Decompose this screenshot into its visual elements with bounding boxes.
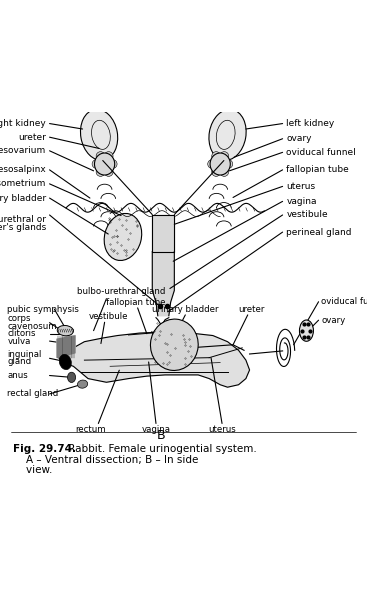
Text: view.: view.	[13, 465, 52, 475]
Text: inguinal: inguinal	[7, 350, 42, 359]
Circle shape	[212, 152, 221, 160]
Circle shape	[96, 168, 105, 176]
Text: mesovarium: mesovarium	[0, 146, 46, 155]
Text: anus: anus	[7, 371, 28, 380]
Text: fallopian tube: fallopian tube	[106, 298, 166, 307]
Text: Fig. 29.74.: Fig. 29.74.	[13, 444, 76, 454]
Text: vagina: vagina	[286, 197, 317, 206]
Circle shape	[92, 160, 101, 168]
Ellipse shape	[104, 214, 142, 261]
Polygon shape	[57, 336, 75, 358]
Circle shape	[108, 160, 117, 168]
Text: mesometrium: mesometrium	[0, 179, 46, 188]
Text: ureter: ureter	[238, 305, 265, 314]
Text: oviducal funnel: oviducal funnel	[321, 297, 367, 306]
Text: uterus: uterus	[286, 182, 315, 191]
Ellipse shape	[299, 320, 313, 341]
Text: bulbo-urethral gland: bulbo-urethral gland	[77, 287, 165, 296]
Text: fallopian tube: fallopian tube	[286, 165, 349, 175]
Text: Cowper's glands: Cowper's glands	[0, 224, 46, 232]
Text: vulva: vulva	[7, 336, 31, 346]
Text: ovary: ovary	[321, 316, 345, 325]
Text: mesosalpinx: mesosalpinx	[0, 165, 46, 175]
Text: clitoris: clitoris	[7, 329, 36, 338]
Text: A: A	[157, 336, 166, 349]
Text: B: B	[157, 429, 166, 442]
Text: corps: corps	[7, 314, 31, 323]
Text: ovary: ovary	[286, 135, 312, 143]
Text: rectum: rectum	[76, 425, 106, 434]
Text: bulbo-urethral or: bulbo-urethral or	[0, 215, 46, 224]
Polygon shape	[59, 332, 250, 387]
Ellipse shape	[57, 326, 73, 336]
Ellipse shape	[77, 380, 88, 388]
Text: A – Ventral dissection; B – In side: A – Ventral dissection; B – In side	[13, 455, 198, 465]
Circle shape	[220, 152, 229, 160]
Circle shape	[96, 152, 105, 160]
Ellipse shape	[209, 109, 246, 160]
Text: ureter: ureter	[18, 133, 46, 142]
Text: vulva: vulva	[150, 329, 175, 338]
Text: gland: gland	[7, 358, 32, 366]
Text: urinary bladder: urinary bladder	[152, 305, 219, 314]
Text: left kidney: left kidney	[286, 119, 334, 128]
Text: cavenosum: cavenosum	[7, 322, 57, 331]
Text: urinary bladder: urinary bladder	[0, 194, 46, 202]
Ellipse shape	[210, 153, 230, 175]
Text: rectal gland: rectal gland	[7, 389, 59, 398]
Text: vestibule: vestibule	[286, 211, 328, 219]
Ellipse shape	[80, 109, 118, 160]
Polygon shape	[152, 215, 174, 251]
Circle shape	[104, 168, 113, 176]
Circle shape	[212, 168, 221, 176]
Ellipse shape	[59, 355, 71, 369]
Ellipse shape	[150, 319, 198, 371]
Text: vestibule: vestibule	[88, 312, 128, 321]
Circle shape	[220, 168, 229, 176]
Ellipse shape	[68, 372, 76, 382]
Polygon shape	[152, 251, 174, 316]
Text: oviducal funnel: oviducal funnel	[286, 148, 356, 157]
Ellipse shape	[94, 153, 115, 175]
Circle shape	[208, 160, 217, 168]
Text: perineal gland: perineal gland	[286, 228, 352, 237]
Text: right kidney: right kidney	[0, 119, 46, 128]
Circle shape	[104, 152, 113, 160]
Text: vagina: vagina	[141, 425, 171, 434]
Circle shape	[224, 160, 233, 168]
Text: Rabbit. Female urinogential system.: Rabbit. Female urinogential system.	[65, 444, 257, 454]
Text: pubic symphysis: pubic symphysis	[7, 304, 79, 314]
Text: uterus: uterus	[208, 425, 236, 434]
